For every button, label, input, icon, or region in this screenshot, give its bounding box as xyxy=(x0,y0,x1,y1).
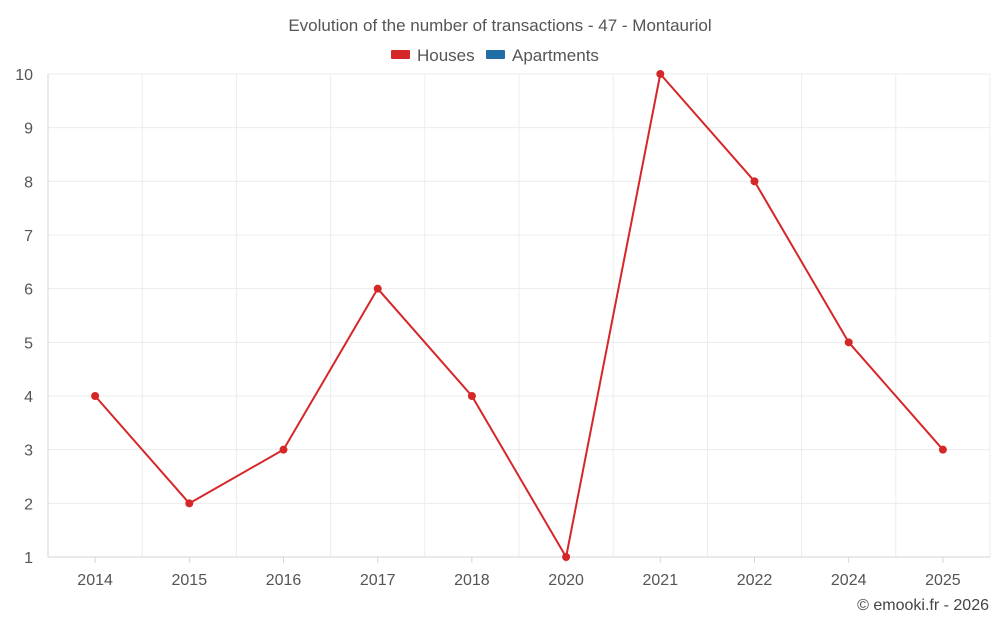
x-tick-label: 2025 xyxy=(925,572,961,589)
y-tick-label: 2 xyxy=(24,496,33,513)
data-point-houses[interactable] xyxy=(185,499,194,508)
data-point-houses[interactable] xyxy=(91,392,100,400)
legend-item-houses[interactable]: Houses xyxy=(391,46,475,65)
data-point-houses[interactable] xyxy=(373,284,382,293)
x-tick-label: 2022 xyxy=(737,572,773,589)
y-tick-label: 10 xyxy=(15,67,33,84)
legend-swatch-apartments xyxy=(486,50,505,59)
data-point-houses[interactable] xyxy=(562,553,571,561)
y-tick-label: 9 xyxy=(24,121,33,138)
y-tick-label: 5 xyxy=(24,335,33,352)
legend-label-apartments: Apartments xyxy=(512,46,599,65)
series-line-houses xyxy=(94,73,944,558)
y-tick-label: 4 xyxy=(24,389,33,406)
data-point-houses[interactable] xyxy=(467,392,476,400)
data-point-houses[interactable] xyxy=(938,445,947,454)
data-point-houses[interactable] xyxy=(656,70,665,78)
x-tick-label: 2016 xyxy=(266,572,302,589)
x-tick-label: 2017 xyxy=(360,572,396,589)
data-point-houses[interactable] xyxy=(279,445,288,454)
data-point-houses[interactable] xyxy=(750,177,759,186)
legend-label-houses: Houses xyxy=(417,46,475,65)
x-tick-label: 2014 xyxy=(77,572,113,589)
y-tick-label: 3 xyxy=(24,443,33,460)
data-point-houses[interactable] xyxy=(844,338,853,347)
x-tick-label: 2021 xyxy=(643,572,679,589)
legend-item-apartments[interactable]: Apartments xyxy=(486,46,599,65)
legend[interactable]: Houses Apartments xyxy=(391,46,599,65)
axes xyxy=(47,74,990,563)
chart-title: Evolution of the number of transactions … xyxy=(288,16,711,35)
legend-swatch-houses xyxy=(391,50,410,59)
y-tick-label: 7 xyxy=(24,228,33,245)
grid xyxy=(47,73,991,557)
series-layer xyxy=(91,70,947,561)
x-tick-label: 2024 xyxy=(831,572,867,589)
y-tick-label: 1 xyxy=(24,550,33,567)
y-tick-label: 6 xyxy=(24,282,33,299)
x-tick-label: 2020 xyxy=(548,572,584,589)
tick-labels: 1 2 3 4 5 6 7 8 9 10 2014 2015 2016 2017 2018 2020 2021 2… xyxy=(15,67,961,589)
credit-text: © emooki.fr - 2026 xyxy=(857,597,989,614)
y-tick-label: 8 xyxy=(24,174,33,191)
x-tick-label: 2015 xyxy=(172,572,208,589)
x-tick-label: 2018 xyxy=(454,572,490,589)
